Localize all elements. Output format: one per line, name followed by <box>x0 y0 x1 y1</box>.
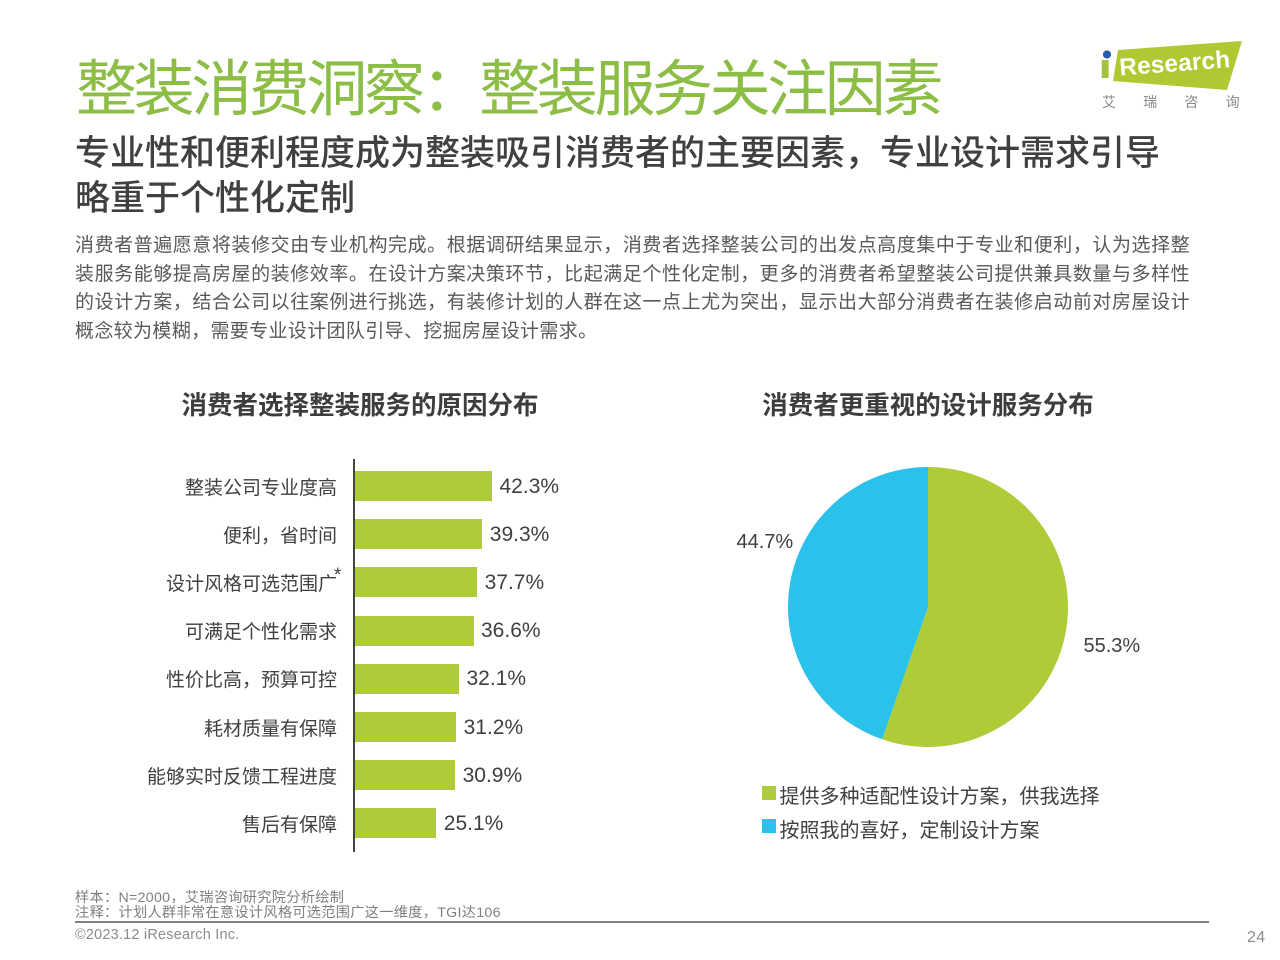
svg-text:艾瑞咨询: 艾瑞咨询 <box>1102 94 1260 110</box>
